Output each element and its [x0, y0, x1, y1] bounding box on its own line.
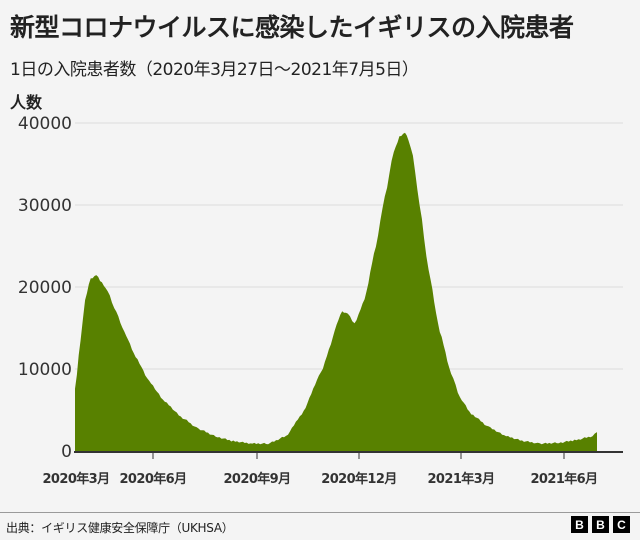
bbc-logo: B B C: [571, 516, 630, 533]
hospital-patients-area: [75, 132, 597, 452]
x-tick-label: 2020年6月: [119, 471, 186, 487]
y-tick-label: 20000: [18, 278, 72, 298]
x-tick-label: 2021年3月: [427, 471, 494, 487]
y-tick-label: 0: [61, 442, 72, 462]
bbc-logo-letter: B: [571, 516, 588, 533]
x-tick-label: 2020年9月: [223, 471, 290, 487]
y-tick-label: 30000: [18, 196, 72, 216]
x-tick-label: 2020年3月: [42, 471, 109, 487]
footer-divider: [0, 512, 640, 513]
bbc-logo-letter: B: [592, 516, 609, 533]
bbc-logo-letter: C: [613, 516, 630, 533]
x-axis-ticks: 2020年3月 2020年6月 2020年9月 2020年12月 2021年3月 2021…: [42, 453, 598, 487]
chart-title: 新型コロナウイルスに感染したイギリスの入院患者: [10, 13, 574, 42]
x-tick-label: 2020年12月: [321, 471, 396, 487]
y-axis-ticks: 0 10000 20000 30000 40000: [18, 114, 72, 462]
y-axis-label: 人数: [10, 93, 43, 112]
y-tick-label: 40000: [18, 114, 72, 134]
chart-subtitle: 1日の入院患者数（2020年3月27日～2021年7月5日）: [10, 60, 419, 80]
x-tick-label: 2021年6月: [530, 471, 597, 487]
y-tick-label: 10000: [18, 360, 72, 380]
source-note: 出典：イギリス健康安全保障庁（UKHSA）: [6, 521, 234, 535]
